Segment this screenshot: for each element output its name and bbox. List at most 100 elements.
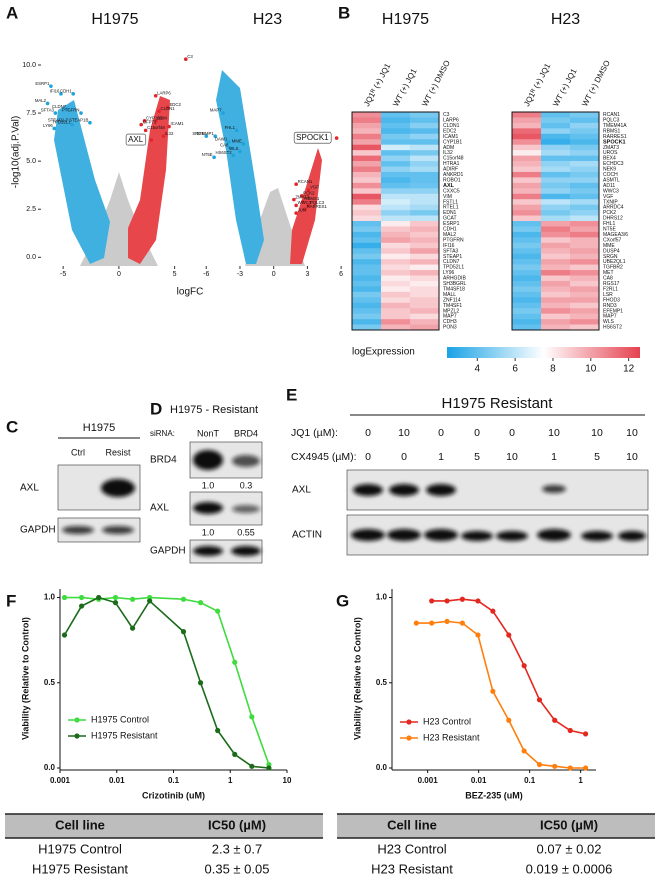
heatmap-cell [541,204,571,211]
heatmap-cell [570,161,600,167]
gene-label: DAW1 [215,137,228,142]
heatmap-cell [570,199,600,205]
heatmap-cell [352,112,382,118]
gene-label: FHL1 [225,125,236,130]
column-label: JQ1ᴿ (+) JQ1 [522,61,552,108]
heatmap-cell [410,155,440,162]
quant-label: 0.55 [237,527,255,537]
heatmap-cell [512,308,542,314]
data-point [567,727,573,734]
gene-label: AXL [443,183,455,189]
gene-label: WLS [229,146,238,151]
column-label: WT (+) DMSO [420,59,452,108]
heatmap-cell [541,259,571,265]
gene-label: RND3 [603,303,617,309]
data-point [112,594,119,601]
heatmap-cell [410,112,440,118]
data-point [197,680,204,686]
heatmap-cell [512,221,542,227]
heatmap-cell [512,117,542,124]
heatmap-cell [381,275,411,282]
heatmap-cell [352,313,382,320]
heatmap-cell [541,291,571,298]
dose-label: 1 [551,451,557,463]
panel-letter: F [6,591,16,610]
heatmap-cell [570,193,600,200]
dose-label: 10 [626,427,638,439]
heatmap-cell [512,231,542,238]
data-point [180,596,187,602]
gene-label: ADIRF [443,167,458,173]
gene-label: EFEMP1 [197,131,215,136]
gene-point [294,211,298,215]
row-label: ACTIN [292,530,322,541]
y-tick-label: 0.0 [44,763,56,772]
treatment-label: CX4945 (µM): [291,451,357,463]
gene-point [153,118,158,123]
y-axis-label: Viability (Relative to Control) [20,617,30,740]
heatmap-cell [381,313,411,320]
heatmap-cell [381,248,411,254]
gene-point [52,126,57,131]
heatmap-cell [512,128,542,135]
data-point [413,620,419,626]
heatmap-cell [570,280,600,287]
gene-label: SRGN [192,131,204,136]
heatmap-title: H1975 [382,11,429,28]
gene-label: FHL1 [603,221,615,227]
gene-label: RCAN1 [298,179,313,184]
heatmap-cell [541,313,571,320]
heatmap-cell [570,221,600,227]
x-axis-label: BEZ-235 (uM) [465,790,523,800]
heatmap-cell [570,253,600,260]
heatmap-cell [381,319,411,325]
heatmap-cell [541,122,571,129]
heatmap-cell [381,280,411,287]
quant-label: 0.3 [240,480,253,490]
fit-line [431,598,586,735]
table-cell: H23 Resistant [371,861,453,876]
gene-label: WWC3 [603,188,619,194]
gene-label: HS6ST2 [215,150,232,155]
heatmap-cell [570,259,600,265]
heatmap-cell [512,144,542,151]
gene-label: CA8 [603,276,613,282]
data-point [249,714,255,720]
data-point [232,659,238,665]
heatmap-cell [352,275,382,282]
heatmap-cell [410,253,440,260]
gene-point [88,120,92,125]
x-tick-label: 10 [283,776,292,785]
heatmap-cell [410,308,440,314]
heatmap-cell [410,302,440,309]
gene-label: BEX4 [603,156,616,162]
heatmap-cell [541,248,571,254]
heatmap-cell [512,210,542,216]
gene-label: ZMAT3 [603,145,619,151]
data-point [180,629,187,635]
gene-label: CXXC5 [443,188,460,194]
data-point [536,697,543,703]
gene-point [299,193,304,198]
heatmap-cell [410,231,440,238]
heatmap-cell [512,204,542,211]
gene-label: DUSP4 [603,248,620,254]
lane-label: Ctrl [71,447,85,457]
colorbar [447,347,640,358]
heatmap-cell [541,139,571,145]
heatmap-cell [570,324,600,331]
heatmap-cell [541,221,571,227]
heatmap-cell [570,150,600,156]
gene-point [45,101,50,106]
gene-label: LY96 [443,270,455,276]
gene-point [306,188,311,192]
heatmap-cell [570,177,600,184]
heatmap-cell [381,166,411,173]
gene-point [306,203,311,208]
gene-label: LY96 [43,123,53,128]
data-point [61,632,68,638]
gene-label: GFPT2 [143,119,157,124]
gene-label: NT5E [202,152,213,157]
heatmap-cell [352,248,382,254]
heatmap-cell [570,117,600,124]
